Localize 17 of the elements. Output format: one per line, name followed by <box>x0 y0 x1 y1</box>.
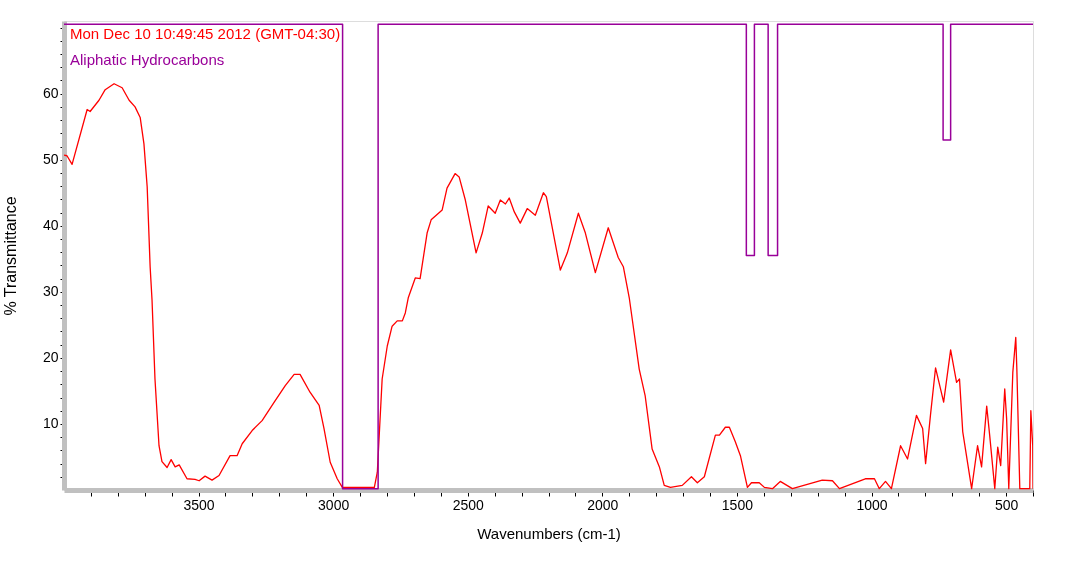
x-tick-label: 3000 <box>318 496 350 513</box>
x-tick-label: 1500 <box>721 496 754 513</box>
x-tick-label: 3500 <box>183 496 215 513</box>
y-tick-label: 10 <box>42 415 59 432</box>
x-tick-label: 500 <box>994 496 1019 513</box>
y-tick-label: 60 <box>42 85 59 102</box>
x-tick-label: 2500 <box>452 496 485 513</box>
series-label: Aliphatic Hydrocarbons <box>70 51 225 68</box>
x-tick-label: 2000 <box>587 496 619 513</box>
text: Mon Dec 10 10:49:45 2012 (GMT-04:30) <box>70 25 341 42</box>
x-tick-label: 1000 <box>856 496 888 513</box>
x-axis-title: Wavenumbers (cm-1) <box>477 524 621 542</box>
y-tick-label: 30 <box>42 283 59 300</box>
y-tick-label: 40 <box>42 217 59 234</box>
y-axis-title: % Transmittance <box>1 196 19 316</box>
y-tick-label: 50 <box>42 151 59 168</box>
y-tick-label: 20 <box>42 349 59 366</box>
